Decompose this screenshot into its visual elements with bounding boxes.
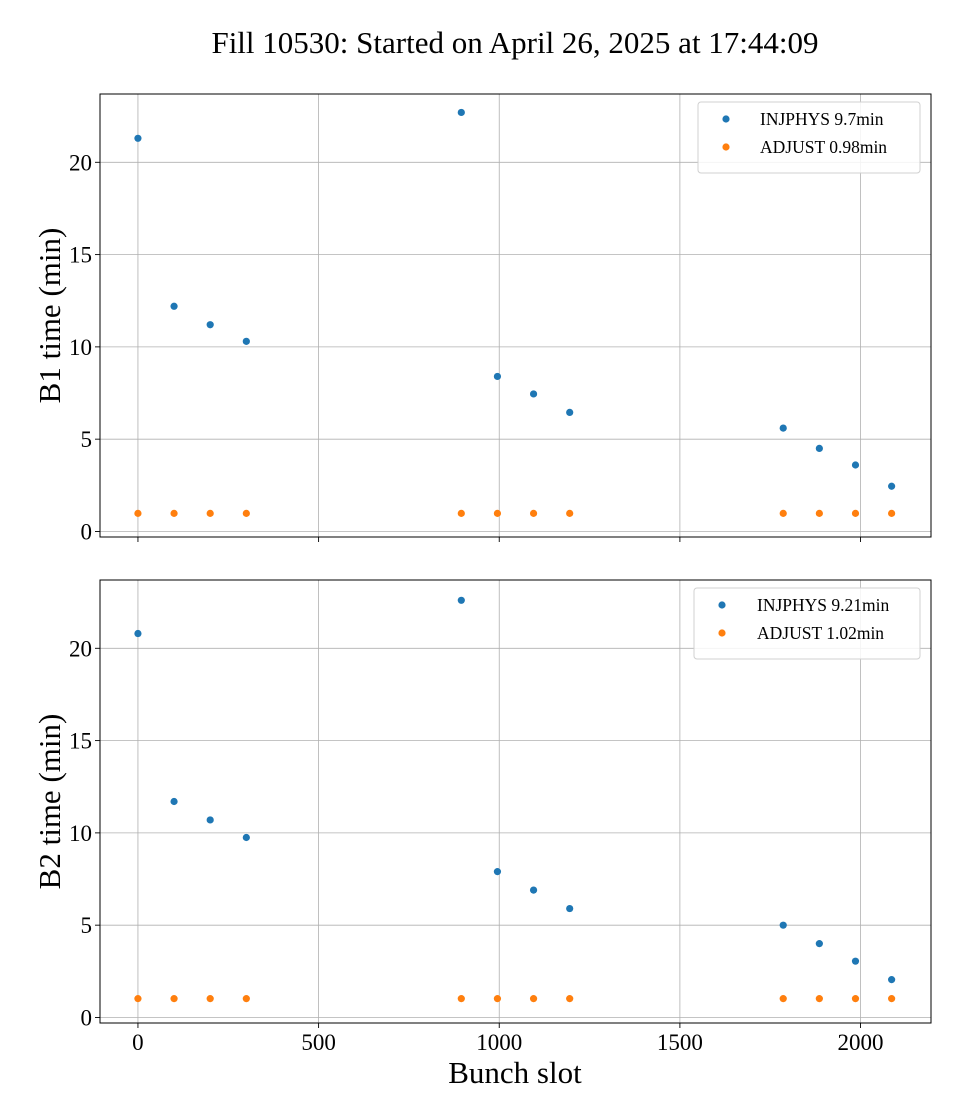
- legend-marker: [718, 601, 726, 609]
- injphys-point: [566, 408, 574, 417]
- adjust-point: [779, 995, 787, 1003]
- x-axis-label: Bunch slot: [448, 1055, 582, 1090]
- injphys-point: [206, 816, 214, 824]
- y-tick-label: 10: [69, 335, 92, 360]
- adjust-point: [815, 509, 823, 517]
- injphys-point: [242, 833, 250, 842]
- legend-entry: ADJUST 1.02min: [757, 623, 884, 643]
- legend-marker: [718, 629, 726, 637]
- x-tick-label: 2000: [838, 1030, 884, 1055]
- injphys-point: [493, 372, 502, 381]
- adjust-point: [493, 509, 502, 517]
- panel-b2: 0 500 1000 1500 2000 0 5 10 15 20 B2 time (min) INJ…: [32, 579, 932, 1055]
- adjust-point: [888, 509, 896, 517]
- adjust-point: [566, 995, 574, 1003]
- adjust-point: [134, 509, 142, 517]
- legend-entry: ADJUST 0.98min: [760, 137, 887, 157]
- adjust-point: [457, 995, 465, 1003]
- injphys-point: [134, 134, 142, 142]
- legend-marker: [722, 143, 730, 151]
- x-tick-label: 1000: [476, 1030, 522, 1055]
- adjust-point: [815, 995, 823, 1003]
- adjust-point: [493, 995, 502, 1003]
- injphys-point: [779, 921, 787, 929]
- injphys-point: [779, 424, 787, 432]
- adjust-point: [242, 995, 250, 1003]
- y-tick-label: 20: [69, 150, 92, 175]
- y-tick-label: 20: [69, 636, 92, 661]
- injphys-point: [851, 957, 860, 965]
- injphys-point: [242, 337, 250, 345]
- axes-frame: [99, 579, 932, 1024]
- adjust-point: [206, 995, 214, 1003]
- injphys-point: [493, 868, 502, 876]
- x-tick-label: 0: [132, 1030, 144, 1055]
- y-tick-label: 5: [81, 427, 93, 452]
- injphys-point: [206, 321, 214, 329]
- legend-entry: INJPHYS 9.7min: [760, 109, 884, 129]
- adjust-point: [779, 509, 787, 517]
- adjust-point: [457, 509, 465, 517]
- injphys-point: [457, 596, 465, 604]
- axes-frame: [99, 93, 932, 538]
- adjust-point: [206, 509, 214, 517]
- injphys-point: [457, 108, 465, 117]
- injphys-point: [566, 904, 574, 913]
- adjust-point: [170, 509, 178, 517]
- injphys-point: [815, 940, 823, 948]
- x-tick-label: 500: [301, 1030, 336, 1055]
- adjust-point: [566, 509, 574, 517]
- adjust-point: [888, 995, 896, 1003]
- adjust-point: [170, 995, 178, 1003]
- injphys-point: [529, 886, 538, 894]
- injphys-point: [529, 390, 538, 398]
- adjust-point: [851, 995, 860, 1003]
- injphys-point: [170, 797, 178, 806]
- injphys-point: [815, 444, 823, 452]
- legend-marker: [722, 115, 730, 123]
- adjust-point: [242, 509, 250, 517]
- y-tick-label: 15: [69, 729, 92, 754]
- y-tick-label: 15: [69, 243, 92, 268]
- injphys-point: [851, 461, 860, 469]
- adjust-point: [529, 509, 538, 517]
- injphys-point: [888, 976, 896, 984]
- adjust-point: [529, 995, 538, 1003]
- chart-title: Fill 10530: Started on April 26, 2025 at…: [211, 25, 818, 60]
- y-tick-label: 10: [69, 821, 92, 846]
- legend-box: [697, 101, 921, 174]
- legend-box: [693, 587, 921, 660]
- panel-b1: 0 5 10 15 20 B1 time (min) INJPHYS 9.7min ADJUS…: [32, 93, 932, 544]
- x-tick-label: 1500: [657, 1030, 703, 1055]
- injphys-point: [170, 302, 178, 310]
- injphys-point: [888, 482, 896, 490]
- adjust-point: [851, 509, 860, 517]
- y-tick-label: 0: [81, 519, 93, 544]
- y-tick-label: 0: [81, 1005, 93, 1030]
- legend-entry: INJPHYS 9.21min: [757, 595, 889, 615]
- y-axis-label: B2 time (min): [32, 714, 67, 890]
- adjust-point: [134, 995, 142, 1003]
- y-tick-label: 5: [81, 913, 93, 938]
- y-axis-label: B1 time (min): [32, 228, 67, 404]
- injphys-point: [134, 629, 142, 638]
